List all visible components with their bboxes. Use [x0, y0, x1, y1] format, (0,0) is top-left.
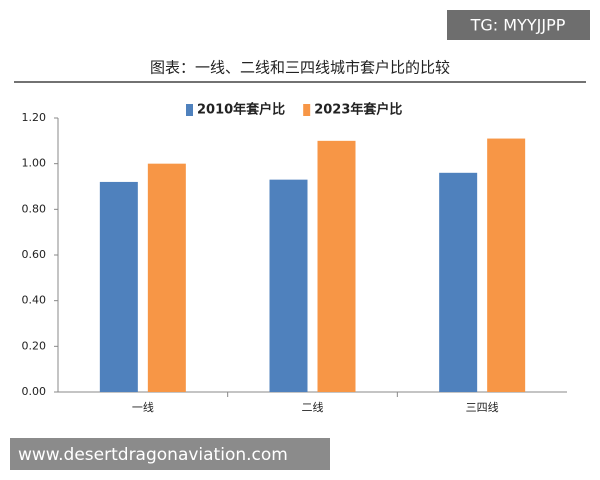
- y-tick-label: 0.80: [22, 202, 47, 215]
- bar: [99, 181, 138, 392]
- bar: [487, 138, 526, 392]
- x-tick-label: 一线: [132, 400, 154, 414]
- legend-label: 2023年套户比: [314, 102, 402, 118]
- y-tick-label: 0.40: [22, 294, 47, 307]
- bar: [269, 179, 308, 392]
- watermark-box: [447, 10, 590, 40]
- bar: [147, 163, 186, 392]
- y-tick-label: 0.60: [22, 248, 47, 261]
- watermark-box: [10, 438, 330, 470]
- y-tick-label: 0.20: [22, 339, 47, 352]
- x-tick-label: 二线: [302, 400, 324, 414]
- legend-swatch: [303, 104, 311, 116]
- y-tick-label: 1.20: [22, 111, 47, 124]
- y-tick-label: 1.00: [22, 157, 47, 170]
- x-tick-label: 三四线: [466, 400, 499, 414]
- y-tick-label: 0.00: [22, 385, 47, 398]
- legend-swatch: [186, 104, 193, 116]
- bar: [317, 140, 356, 392]
- legend-label: 2010年套户比: [197, 102, 285, 118]
- watermark: www.desertdragonaviation.com: [18, 445, 288, 465]
- bar: [439, 172, 478, 392]
- chart-title: 图表：一线、二线和三四线城市套户比的比较: [150, 59, 450, 77]
- watermark: TG: MYYJJPP: [470, 16, 566, 35]
